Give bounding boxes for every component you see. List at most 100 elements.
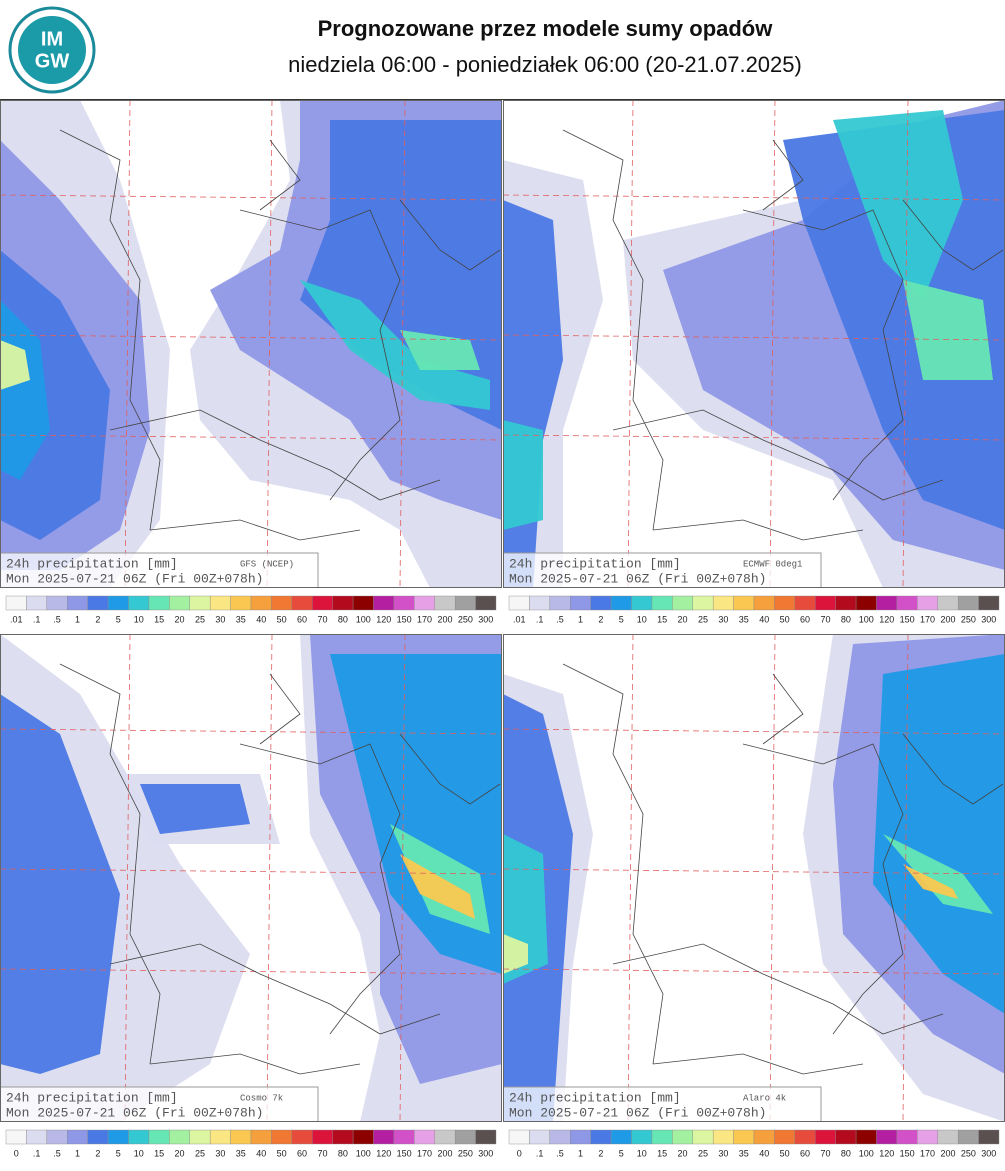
border [109,409,441,501]
subtitle: niedziela 06:00 - poniedziałek 06:00 (20… [288,52,802,77]
scale-swatch [169,1129,190,1145]
scale-swatch [610,595,632,611]
scale-swatch [393,1129,415,1145]
scale-swatch [896,595,918,611]
scale-label: 1 [75,1148,80,1158]
border [902,733,1004,805]
scale-swatch [692,1129,714,1145]
logo-text: GW [35,50,70,72]
scale-swatch [529,1129,551,1145]
scale-label: 80 [338,1148,348,1158]
scale-label: .1 [33,614,41,624]
scale-label: 200 [940,614,955,624]
title: Prognozowane przez modele sumy opadów [318,16,774,41]
border [612,409,944,501]
scale-swatch [352,1129,374,1145]
parallel [503,868,1005,875]
scale-swatch [373,595,395,611]
meridian [399,100,406,588]
precip-area [400,854,475,919]
map-panel: 24h precipitation [mm] Alaro 4k Mon 2025-0… [503,634,1005,1122]
scale-label: 35 [739,614,749,624]
scale-swatch [189,1129,211,1145]
scale-label: 30 [718,1148,728,1158]
scale-label: 35 [236,1148,246,1158]
scale-swatch [631,1129,653,1145]
scale-swatch [794,595,816,611]
scale-swatch [128,595,150,611]
scale-label: 2 [598,1148,603,1158]
border [902,199,1004,271]
scale-label: 300 [478,614,493,624]
scale-label: 250 [961,614,976,624]
map-panel: 24h precipitation [mm] GFS (NCEP) Mon 2025… [0,100,502,588]
scale-swatch [774,595,796,611]
meridian [399,634,406,1122]
precip-area [883,834,993,914]
scale-swatch [107,1129,129,1145]
panel-border [0,100,502,588]
label-line: 24h precipitation [mm] [6,1090,178,1105]
scale-swatch [835,1129,857,1145]
scale-label: 50 [277,1148,287,1158]
precip-area [873,654,1005,1014]
scale-label: 100 [859,614,874,624]
precip-area [833,110,963,300]
scale-swatch [67,595,88,611]
scale-swatch [733,595,755,611]
scale-label: 50 [277,614,287,624]
parallel [503,728,1005,735]
scale-label: 30 [718,614,728,624]
scale-label: 1 [578,1148,583,1158]
scale-label: 150 [397,1148,412,1158]
scale-swatch [712,595,734,611]
parallel [0,868,502,875]
panel-border [0,634,502,1122]
scale-swatch [733,1129,755,1145]
scale-label: 1 [578,614,583,624]
parallel [0,334,502,341]
label-line: Mon 2025-07-21 06Z (Fri 00Z+078h) [6,571,263,586]
scale-label: 60 [800,614,810,624]
scale-label: 150 [900,1148,915,1158]
scale-swatch [26,1129,48,1145]
precip-area [903,280,993,380]
meridian [627,634,634,1122]
scale-swatch [957,595,979,611]
scale-label: 170 [417,1148,432,1158]
scale-label: 50 [780,1148,790,1158]
scale-label: 5 [619,1148,624,1158]
label-box [0,1086,319,1122]
scale-label: 300 [478,1148,493,1158]
border [762,139,804,211]
scale-label: 170 [920,614,935,624]
parallel [0,434,502,441]
scale-swatch [529,595,551,611]
border [612,943,944,1035]
scale-label: 300 [981,1148,996,1158]
scale-swatch [128,1129,150,1145]
scale-swatch [835,595,857,611]
scale-swatch [855,595,877,611]
scale-swatch [454,595,476,611]
scale-label: 40 [759,1148,769,1158]
scale-swatch [189,595,211,611]
scale-label: 10 [134,1148,144,1158]
scale-label: 40 [256,614,266,624]
scale-swatch [570,1129,591,1145]
color-scale: 0.1.5 1 2 5 10 15 20 25 30 35 40 50 60 70 80 100 120 150 1… [5,1129,497,1158]
meridian [266,100,273,588]
scale-label: 60 [800,1148,810,1158]
scale-swatch [978,1129,1000,1145]
border [399,199,501,271]
scale-label: 60 [297,614,307,624]
scale-swatch [87,1129,109,1145]
parallel [503,434,1005,441]
border [59,663,161,1065]
scale-swatch [434,595,456,611]
scale-swatch [250,1129,272,1145]
scale-label: 35 [739,1148,749,1158]
scale-label: 50 [780,614,790,624]
scale-swatch [475,1129,497,1145]
